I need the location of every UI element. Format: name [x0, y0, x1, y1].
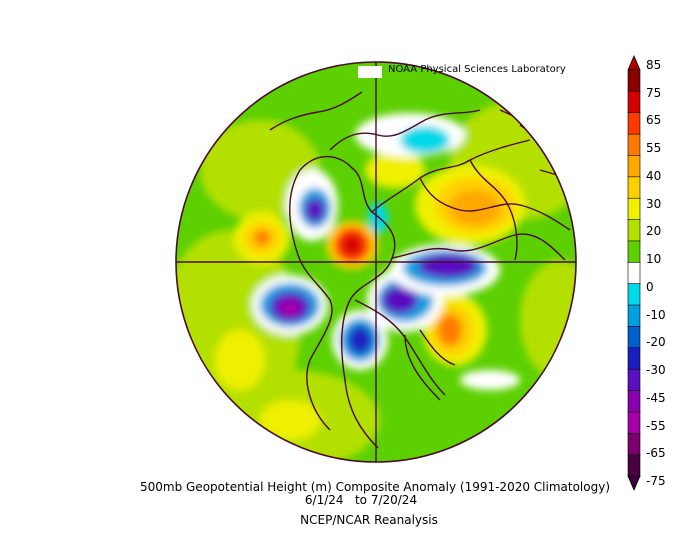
credit-box — [358, 66, 382, 78]
colorbar-tick-label: 75 — [646, 85, 662, 100]
colorbar-swatch — [627, 112, 641, 135]
colorbar-swatch — [627, 326, 641, 349]
colorbar-swatch — [627, 219, 641, 242]
colorbar-tick-label: 30 — [646, 196, 662, 211]
colorbar-swatch — [627, 262, 641, 285]
caption-date-range: 6/1/24 to 7/20/24 — [304, 493, 418, 507]
map-disc — [176, 62, 576, 462]
colorbar-swatch — [627, 283, 641, 306]
colorbar-swatch — [627, 155, 641, 178]
colorbar-top-arrow — [627, 54, 641, 71]
caption-dataset: NCEP/NCAR Reanalysis — [300, 513, 438, 527]
colorbar-tick-label: -45 — [646, 390, 666, 405]
colorbar-swatch — [627, 197, 641, 221]
colorbar-swatch — [627, 240, 641, 264]
colorbar-tick-label: 0 — [646, 279, 654, 294]
colorbar-tick-label: -65 — [646, 446, 666, 461]
colorbar-tick-label: -30 — [646, 363, 666, 378]
caption-title: 500mb Geopotential Height (m) Composite … — [139, 480, 610, 494]
colorbar-tick-label: 20 — [646, 224, 662, 239]
colorbar-swatch — [627, 368, 641, 392]
colorbar-swatch — [627, 91, 641, 114]
credit-label: NOAA Physical Sciences Laboratory — [388, 64, 566, 75]
colorbar-swatch — [627, 454, 641, 477]
coastlines — [269, 91, 576, 449]
colorbar-tick-label: -20 — [646, 335, 666, 350]
colorbar-swatch — [627, 304, 641, 328]
colorbar-swatch — [627, 176, 641, 200]
colorbar-swatch — [627, 69, 641, 93]
colorbar-tick-label: 65 — [646, 113, 662, 128]
colorbar-tick-label: -75 — [646, 474, 666, 488]
colorbar-swatch — [627, 133, 641, 157]
colorbar-tick-label: -10 — [646, 307, 666, 322]
colorbar-swatch — [627, 432, 641, 456]
colorbar-swatch — [627, 390, 641, 413]
colorbar-bottom-arrow — [627, 475, 641, 492]
colorbar — [627, 54, 641, 492]
colorbar-swatch — [627, 347, 641, 370]
map-border — [175, 61, 577, 463]
colorbar-tick-label: 85 — [646, 58, 662, 72]
colorbar-tick-label: -55 — [646, 418, 666, 433]
colorbar-swatch — [627, 411, 641, 435]
colorbar-tick-label: 55 — [646, 141, 662, 156]
colorbar-tick-label: 10 — [646, 252, 662, 267]
colorbar-tick-label: 40 — [646, 168, 662, 183]
